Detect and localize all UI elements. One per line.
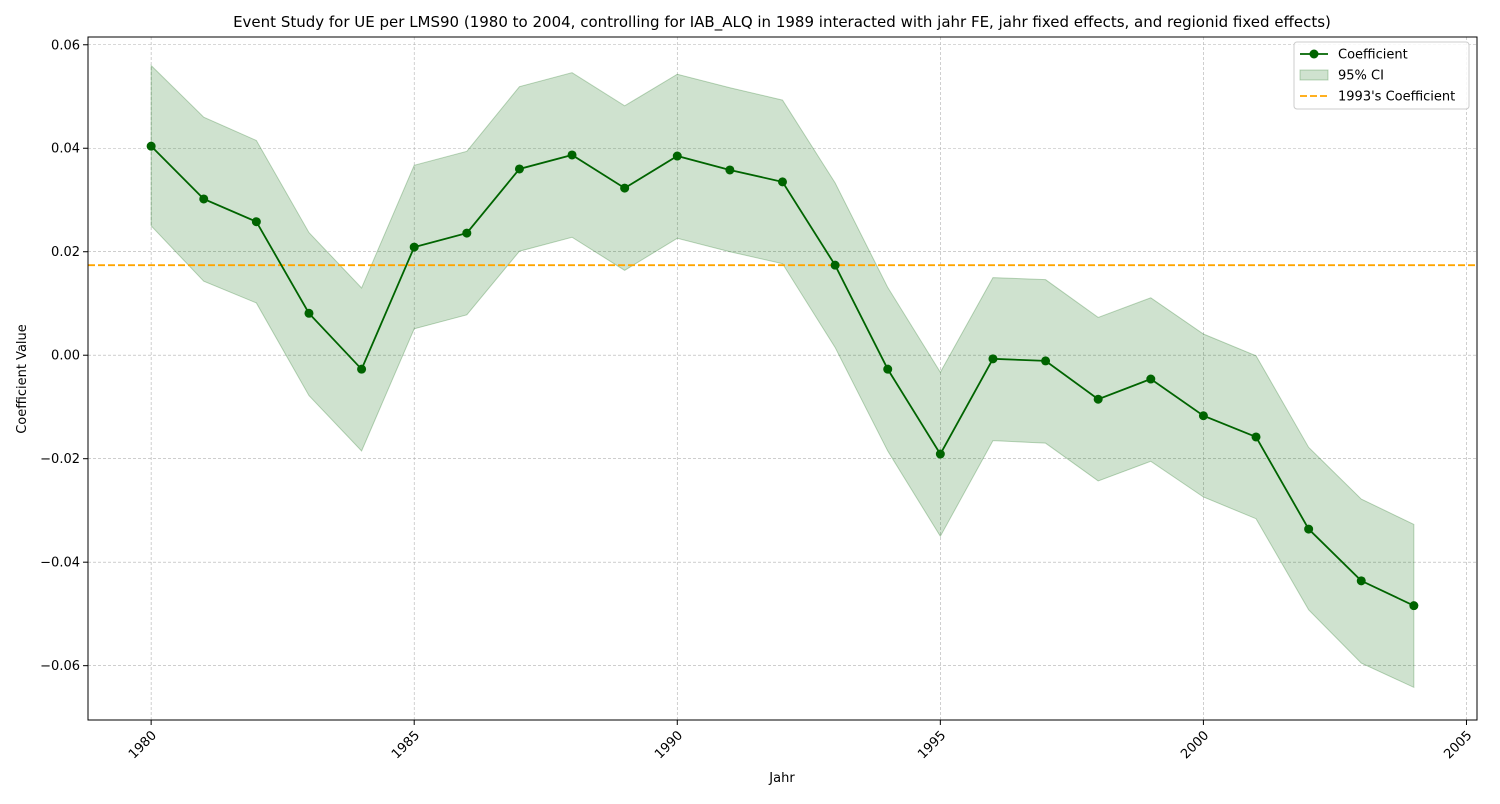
coefficient-series	[146, 141, 1419, 611]
x-axis-label: Jahr	[768, 771, 795, 786]
coefficient-point	[1041, 356, 1051, 366]
coefficient-point	[988, 354, 998, 364]
y-tick-label: −0.04	[40, 556, 80, 571]
coefficient-point	[357, 364, 367, 374]
coefficient-point	[251, 217, 261, 227]
plot-frame	[87, 36, 1478, 721]
coefficient-point	[462, 228, 472, 238]
coefficient-point	[1304, 524, 1314, 534]
confidence-band	[150, 64, 1415, 689]
coefficient-point	[304, 308, 314, 318]
coefficient-point	[672, 151, 682, 161]
y-tick-label: 0.06	[51, 38, 80, 53]
grid-lines	[88, 37, 1477, 720]
coefficient-point	[1093, 394, 1103, 404]
coefficient-point	[830, 260, 840, 270]
legend: Coefficient 95% CI 1993's Coefficient	[1293, 41, 1470, 110]
coefficient-point	[567, 150, 577, 160]
legend-item-ci: 95% CI	[1338, 69, 1384, 84]
coefficient-point	[146, 141, 156, 151]
coefficient-point	[1409, 601, 1419, 611]
y-axis-label: Coefficient Value	[15, 324, 30, 434]
coefficient-point	[1198, 411, 1208, 421]
legend-item-coefficient: Coefficient	[1338, 48, 1408, 63]
y-tick-label: 0.00	[51, 349, 80, 364]
ci-band	[150, 64, 1415, 689]
legend-box	[1293, 41, 1470, 110]
legend-marker-swatch	[1309, 49, 1319, 59]
coefficient-point	[778, 177, 787, 187]
coefficient-point	[883, 364, 893, 374]
coefficient-point	[514, 164, 524, 174]
legend-item-reference: 1993's Coefficient	[1338, 90, 1455, 105]
coefficient-point	[935, 449, 945, 459]
y-tick-label: 0.04	[51, 142, 80, 157]
y-tick-label: −0.02	[40, 452, 80, 467]
coefficient-point	[409, 242, 419, 252]
coefficient-point	[620, 183, 630, 193]
y-tick-label: 0.02	[51, 245, 80, 260]
coefficient-point	[199, 194, 209, 204]
legend-patch-swatch	[1299, 69, 1329, 81]
coefficient-point	[1356, 576, 1366, 586]
coefficient-point	[1251, 432, 1261, 442]
coefficient-point	[725, 165, 735, 175]
chart-title: Event Study for UE per LMS90 (1980 to 20…	[233, 13, 1331, 32]
y-tick-label: −0.06	[40, 659, 80, 674]
coefficient-point	[1146, 374, 1156, 384]
